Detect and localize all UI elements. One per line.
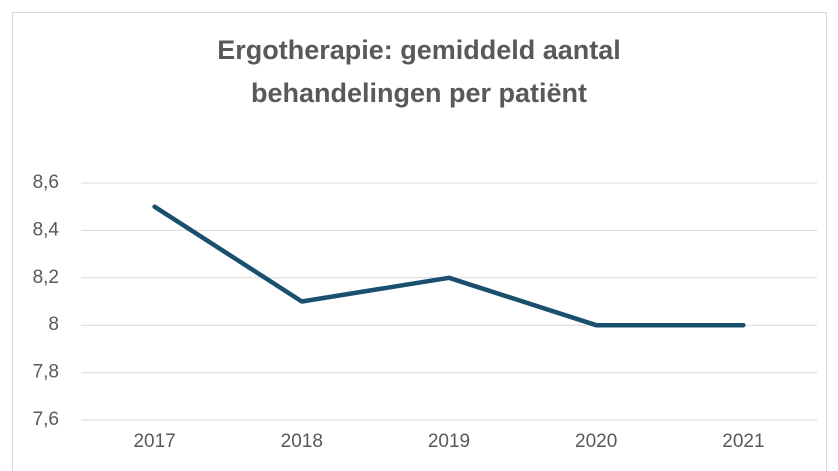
- y-tick-label: 8,4: [33, 219, 60, 240]
- y-tick-label: 8,2: [33, 267, 59, 288]
- chart-title: behandelingen per patiënt: [251, 78, 587, 108]
- data-line: [152, 204, 746, 328]
- y-tick-label: 8,6: [33, 172, 59, 193]
- x-tick-label: 2017: [133, 431, 175, 452]
- chart-title: Ergotherapie: gemiddeld aantal: [217, 35, 621, 65]
- chart-border: [12, 12, 827, 471]
- x-tick-label: 2021: [722, 431, 764, 452]
- y-tick-label: 8: [48, 314, 59, 335]
- x-tick-label: 2020: [575, 431, 617, 452]
- y-tick-label: 7,8: [33, 362, 59, 383]
- y-tick-label: 7,6: [33, 409, 59, 430]
- x-tick-label: 2019: [428, 431, 470, 452]
- x-tick-label: 2018: [281, 431, 323, 452]
